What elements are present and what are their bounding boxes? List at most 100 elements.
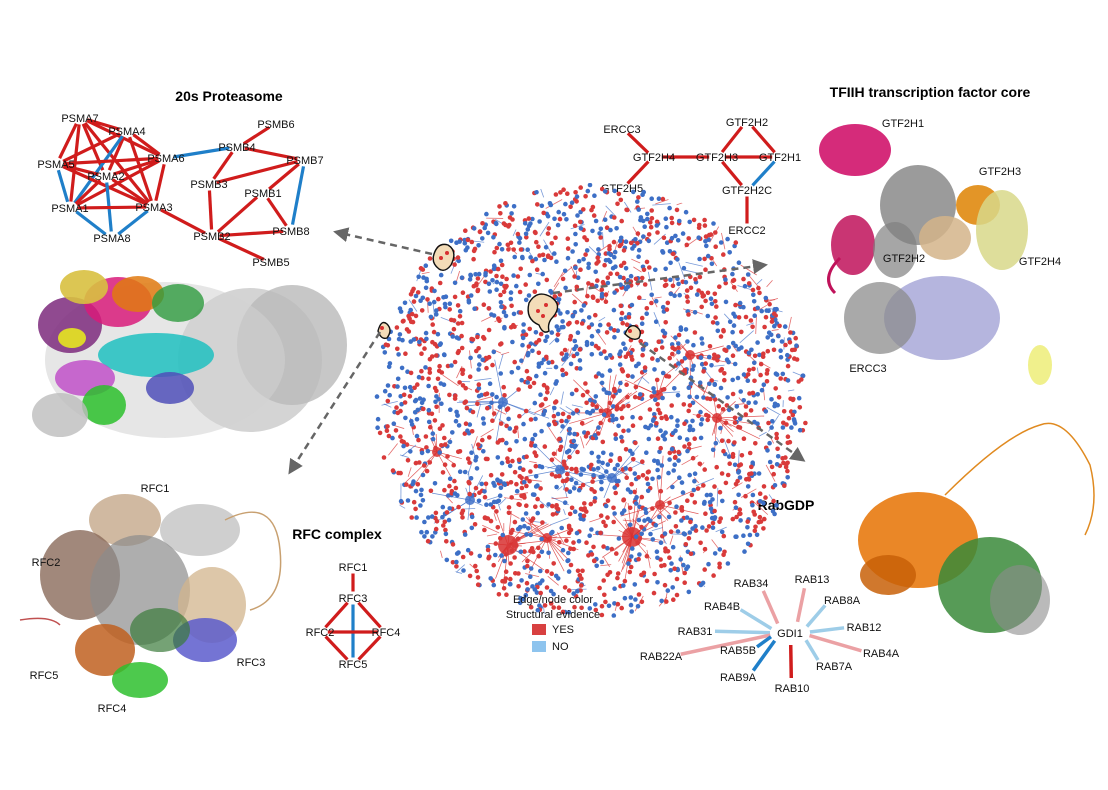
network-node bbox=[424, 529, 430, 535]
network-node bbox=[585, 389, 590, 395]
network-node bbox=[508, 296, 514, 302]
network-node bbox=[569, 477, 574, 483]
network-node bbox=[703, 239, 708, 244]
network-node bbox=[774, 462, 780, 467]
network-node bbox=[518, 247, 524, 252]
edge-psma5-psma6 bbox=[63, 156, 159, 166]
network-node bbox=[664, 373, 669, 379]
network-node bbox=[730, 340, 736, 346]
network-node bbox=[474, 454, 479, 460]
network-node bbox=[573, 231, 578, 237]
edge-gdi1-rab13 bbox=[795, 587, 807, 623]
network-node bbox=[470, 409, 476, 415]
network-node bbox=[548, 588, 554, 594]
network-node bbox=[700, 525, 705, 530]
network-node bbox=[589, 462, 594, 468]
network-node bbox=[442, 435, 447, 441]
network-node bbox=[579, 466, 585, 472]
network-node bbox=[687, 403, 693, 408]
network-edge bbox=[440, 550, 443, 558]
network-edge bbox=[670, 533, 684, 535]
network-node bbox=[589, 322, 595, 327]
network-edge bbox=[512, 229, 517, 237]
network-node bbox=[467, 422, 473, 427]
network-node bbox=[611, 394, 616, 399]
network-node bbox=[683, 209, 689, 215]
network-node bbox=[672, 386, 677, 391]
network-node bbox=[468, 272, 473, 278]
network-node bbox=[783, 342, 788, 348]
network-node bbox=[443, 531, 449, 537]
network-node bbox=[480, 236, 485, 241]
network-node bbox=[524, 454, 529, 460]
network-node bbox=[532, 400, 538, 406]
network-node bbox=[517, 236, 523, 241]
network-node bbox=[559, 418, 564, 424]
network-node bbox=[498, 485, 504, 491]
network-node bbox=[560, 372, 566, 378]
network-node bbox=[601, 578, 606, 583]
network-node bbox=[395, 346, 400, 352]
network-node bbox=[535, 607, 541, 613]
network-node bbox=[535, 496, 540, 502]
network-node bbox=[586, 265, 591, 271]
network-node bbox=[431, 329, 437, 335]
network-node bbox=[657, 410, 663, 416]
network-node bbox=[601, 412, 607, 418]
network-node bbox=[739, 329, 744, 335]
network-node bbox=[465, 237, 471, 243]
network-node bbox=[635, 604, 641, 609]
network-node bbox=[552, 251, 557, 256]
network-node bbox=[686, 385, 692, 391]
network-node bbox=[753, 400, 758, 405]
network-node bbox=[660, 249, 665, 254]
network-node bbox=[653, 267, 658, 273]
network-node bbox=[562, 268, 568, 274]
network-node bbox=[390, 435, 395, 441]
network-node bbox=[682, 356, 688, 361]
network-node bbox=[602, 349, 607, 354]
network-node bbox=[599, 486, 604, 492]
proteasome-structure-image bbox=[32, 270, 347, 438]
network-node bbox=[730, 271, 735, 277]
network-node bbox=[532, 289, 538, 295]
network-node bbox=[717, 564, 722, 570]
network-node bbox=[709, 301, 715, 307]
network-node bbox=[579, 321, 585, 326]
network-node bbox=[755, 392, 760, 397]
network-node bbox=[674, 592, 680, 598]
network-edge bbox=[715, 526, 727, 533]
network-node bbox=[580, 507, 586, 512]
network-node bbox=[563, 285, 568, 291]
network-node bbox=[662, 562, 667, 568]
network-node bbox=[567, 337, 573, 342]
network-node bbox=[486, 281, 492, 287]
legend-label-yes: YES bbox=[552, 624, 574, 636]
network-node bbox=[745, 272, 751, 277]
network-node bbox=[670, 585, 675, 590]
network-node bbox=[603, 292, 609, 297]
network-node bbox=[481, 334, 486, 340]
network-node bbox=[655, 402, 660, 407]
network-node bbox=[590, 402, 595, 408]
network-node bbox=[744, 477, 749, 482]
network-node bbox=[403, 415, 408, 421]
network-node bbox=[632, 471, 638, 476]
network-node bbox=[593, 343, 599, 349]
network-node bbox=[519, 578, 524, 583]
network-node bbox=[687, 394, 692, 400]
network-node bbox=[708, 296, 714, 302]
node-psmb1: PSMB1 bbox=[244, 188, 281, 200]
network-node bbox=[780, 425, 786, 430]
network-node bbox=[608, 271, 613, 277]
network-node bbox=[496, 498, 502, 504]
network-node bbox=[475, 582, 481, 587]
network-node bbox=[494, 287, 499, 293]
network-node bbox=[593, 607, 599, 613]
network-node bbox=[525, 558, 530, 564]
network-node bbox=[769, 397, 774, 402]
edge-psmb3-psmb7 bbox=[216, 160, 298, 184]
network-node bbox=[745, 519, 750, 524]
network-node bbox=[504, 423, 509, 429]
